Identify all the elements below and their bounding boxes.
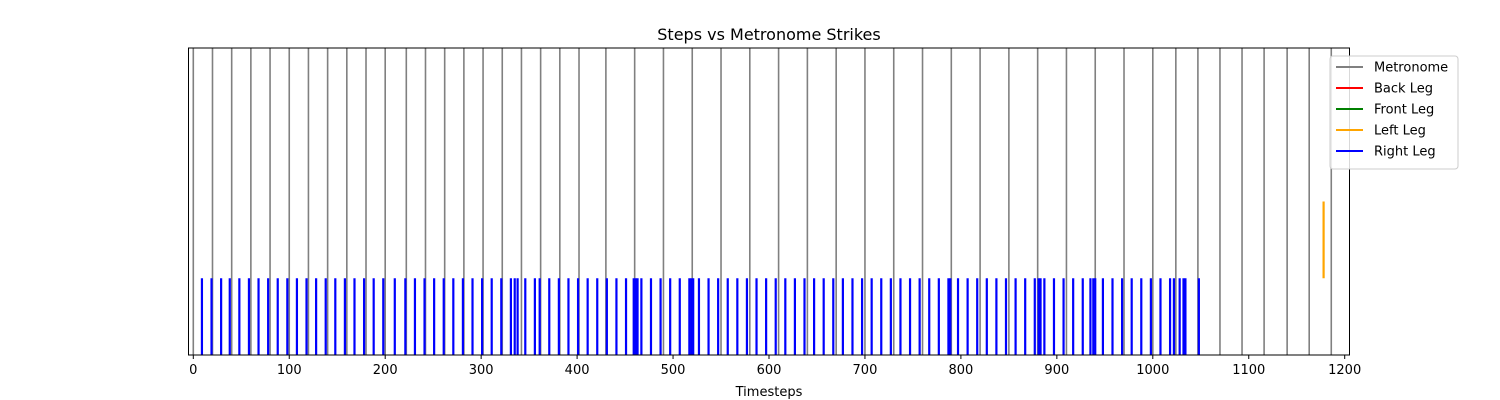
x-tick-label-0: 0: [189, 363, 197, 378]
plot-marks: [192, 48, 1333, 355]
x-tick-label-9: 900: [1044, 363, 1069, 378]
x-tick-label-6: 600: [757, 363, 782, 378]
x-tick-label-11: 1100: [1232, 363, 1265, 378]
x-tick-label-1: 100: [277, 363, 302, 378]
x-tick-label-5: 500: [661, 363, 686, 378]
x-tick-label-4: 400: [565, 363, 590, 378]
x-axis-title: Timesteps: [735, 385, 803, 400]
x-tick-label-3: 300: [469, 363, 494, 378]
x-tick-label-2: 200: [373, 363, 398, 378]
x-tick-label-10: 1000: [1136, 363, 1169, 378]
x-tick-label-8: 800: [948, 363, 973, 378]
legend-label-left-leg: Left Leg: [1374, 124, 1426, 139]
legend-label-front-leg: Front Leg: [1374, 103, 1434, 118]
legend-label-metronome: Metronome: [1374, 61, 1448, 76]
legend-box: [1329, 55, 1459, 170]
x-axis-ticks: 0 100 200 300 400 500 600 700 800 900 1000 1100 1200: [189, 355, 1361, 378]
chart-title: Steps vs Metronome Strikes: [657, 25, 880, 44]
legend-label-right-leg: Right Leg: [1374, 145, 1436, 160]
x-tick-label-7: 700: [853, 363, 878, 378]
legend-label-back-leg: Back Leg: [1374, 82, 1433, 97]
legend: Metronome Back Leg Front Leg Left Leg Right …: [1329, 55, 1459, 170]
x-tick-label-12: 1200: [1328, 363, 1361, 378]
